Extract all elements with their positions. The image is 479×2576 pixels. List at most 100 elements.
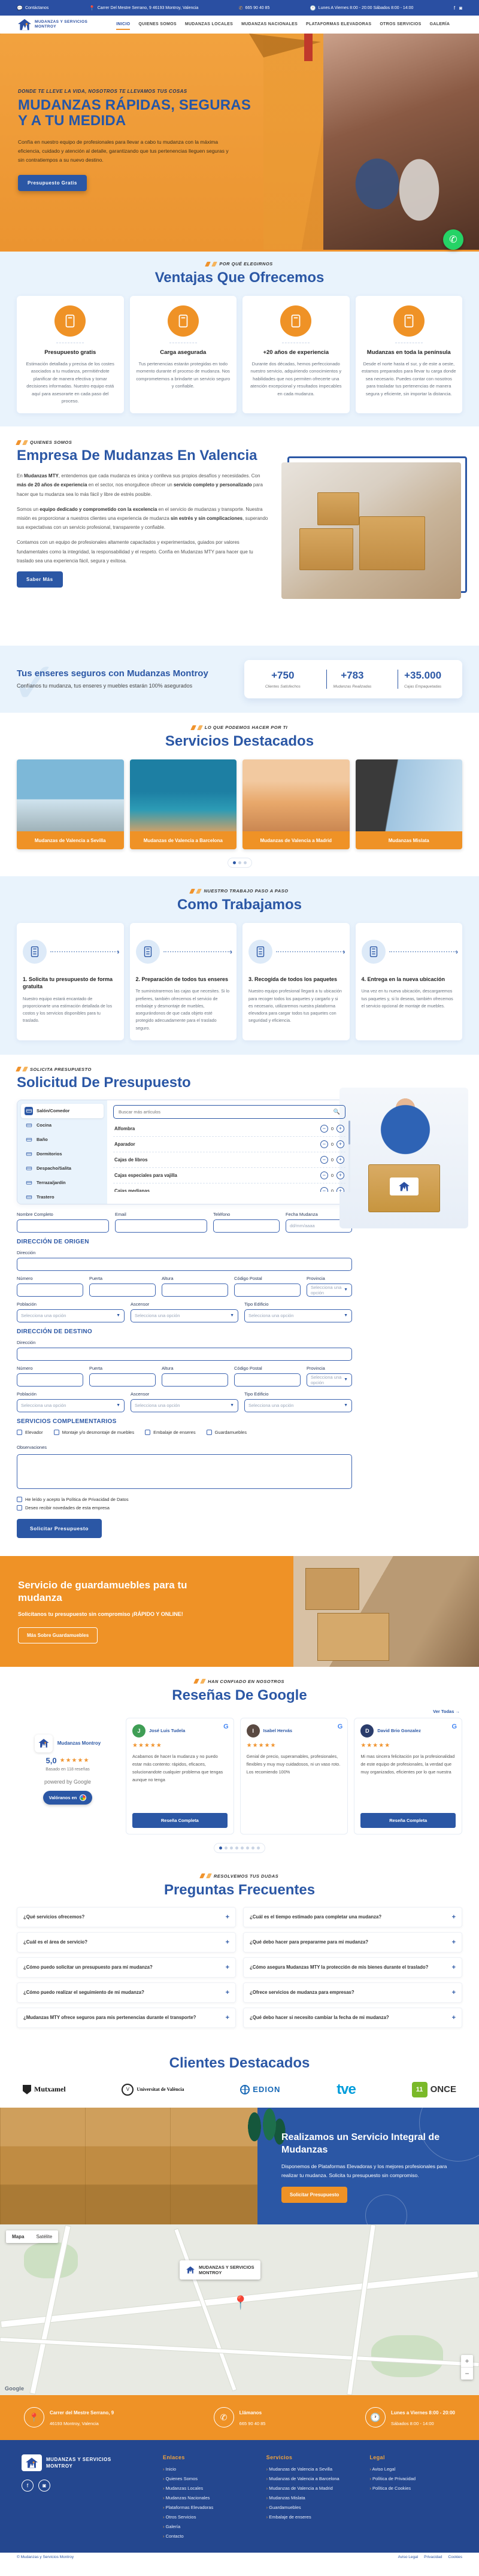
map-button[interactable]: Mapa <box>12 2233 25 2239</box>
footer-link[interactable]: Mudanzas de Valencia a Madrid <box>266 2486 354 2491</box>
plus-button[interactable]: + <box>336 1186 344 1192</box>
topbar-phone[interactable]: ✆ 665 90 40 85 <box>239 5 270 11</box>
nav-item[interactable]: GALERÍA <box>429 22 450 26</box>
category-tab[interactable]: Baño <box>21 1133 104 1147</box>
hero-cta-button[interactable]: Presupuesto Gratis <box>18 175 87 192</box>
carousel-dot[interactable] <box>241 1846 244 1849</box>
servicio-card[interactable]: Mudanzas de Valencia a Barcelona <box>129 759 237 850</box>
bottom-link[interactable]: Privacidad <box>424 2555 442 2560</box>
direccion-destino-input[interactable] <box>17 1347 352 1361</box>
topbar-contact[interactable]: 💬 Contáctanos <box>17 5 48 11</box>
minus-button[interactable]: − <box>320 1124 328 1133</box>
nav-item[interactable]: INICIO <box>116 20 131 30</box>
carousel-dot[interactable] <box>257 1846 260 1849</box>
faq-item[interactable]: ¿Qué debo hacer para prepararme para mi … <box>243 1932 462 1953</box>
carousel-dot[interactable] <box>243 861 247 865</box>
footer-link[interactable]: Plataformas Elevadoras <box>163 2505 251 2510</box>
footer-link[interactable]: Quienes Somos <box>163 2476 251 2481</box>
servicio-checkbox[interactable]: Montaje y/o desmontaje de muebles <box>53 1429 134 1435</box>
minus-button[interactable]: − <box>320 1155 328 1164</box>
provincia-origen-select[interactable]: Selecciona una opción ▼ <box>307 1283 352 1297</box>
whatsapp-float-button[interactable]: ✆ <box>443 229 463 250</box>
tipo-edificio-destino-select[interactable]: Selecciona una opción ▼ <box>244 1399 352 1412</box>
plus-button[interactable]: + <box>336 1155 344 1164</box>
privacidad-checkbox[interactable]: He leído y acepto la Política de Privaci… <box>17 1496 352 1502</box>
zoom-in-button[interactable]: + <box>461 2355 473 2368</box>
servicio-card[interactable]: Mudanzas de Valencia a Sevilla <box>17 759 124 850</box>
footer-link[interactable]: Otros Servicios <box>163 2514 251 2520</box>
footer-link[interactable]: Embalaje de enseres <box>266 2514 354 2520</box>
numero-origen-input[interactable] <box>17 1283 83 1297</box>
resena-completa-button[interactable]: Reseña Completa <box>132 1812 228 1828</box>
logo[interactable]: MUDANZAS Y SERVICIOS MONTROY <box>17 18 87 31</box>
resena-completa-button[interactable]: Reseña Completa <box>360 1812 456 1828</box>
carousel-dot[interactable] <box>232 861 236 865</box>
cp-destino-input[interactable] <box>234 1373 301 1387</box>
faq-item[interactable]: ¿Cuál es el tiempo estimado para complet… <box>243 1906 462 1927</box>
footer-link[interactable]: Política de Cookies <box>369 2486 457 2491</box>
minus-button[interactable]: − <box>320 1186 328 1192</box>
faq-item[interactable]: ¿Qué servicios ofrecemos? + <box>17 1906 236 1927</box>
altura-origen-input[interactable] <box>162 1283 228 1297</box>
carousel-dot[interactable] <box>238 861 241 865</box>
plus-button[interactable]: + <box>336 1124 344 1133</box>
faq-item[interactable]: ¿Cómo puedo realizar el seguimiento de m… <box>17 1982 236 2003</box>
faq-item[interactable]: ¿Mudanzas MTY ofrece seguros para mis pe… <box>17 2007 236 2028</box>
bottom-link[interactable]: Aviso Legal <box>398 2555 419 2560</box>
servicio-checkbox[interactable]: Guardamuebles <box>206 1429 247 1435</box>
guardamuebles-button[interactable]: Más Sobre Guardamuebles <box>18 1627 98 1643</box>
plus-button[interactable]: + <box>336 1171 344 1179</box>
instagram-icon[interactable]: ◙ <box>38 2479 50 2492</box>
footer-link[interactable]: Aviso Legal <box>369 2466 457 2472</box>
bottom-link[interactable]: Cookies <box>448 2555 462 2560</box>
ver-todas-link[interactable]: Ver Todas → <box>433 1708 460 1714</box>
category-tab[interactable]: Dormitorios <box>21 1147 104 1161</box>
telefono-input[interactable] <box>213 1219 280 1233</box>
ascensor-origen-select[interactable]: Selecciona una opción ▼ <box>131 1309 238 1322</box>
facebook-icon[interactable]: f <box>22 2479 34 2492</box>
nav-item[interactable]: QUIENES SOMOS <box>138 22 177 26</box>
numero-destino-input[interactable] <box>17 1373 83 1387</box>
map-pin-icon[interactable]: 📍 <box>232 2295 249 2310</box>
category-tab[interactable]: Salón/Comedor <box>21 1103 104 1118</box>
nav-item[interactable]: PLATAFORMAS ELEVADORAS <box>306 22 372 26</box>
carousel-dot[interactable] <box>225 1846 228 1849</box>
zoom-out-button[interactable]: − <box>465 2369 469 2378</box>
puerta-destino-input[interactable] <box>89 1373 156 1387</box>
satellite-button[interactable]: Satélite <box>36 2233 53 2239</box>
nombre-input[interactable] <box>17 1219 109 1233</box>
carousel-dot[interactable] <box>230 1846 233 1849</box>
solicitar-presupuesto-button[interactable]: Solicitar Presupuesto <box>17 1518 102 1538</box>
scrollbar[interactable] <box>348 1120 350 1192</box>
instagram-icon[interactable]: ◙ <box>459 5 462 11</box>
carousel-dot[interactable] <box>219 1846 222 1849</box>
footer-link[interactable]: Contacto <box>163 2533 251 2539</box>
footer-link[interactable]: Mudanzas Nacionales <box>163 2495 251 2501</box>
footer-logo[interactable]: MUDANZAS Y SERVICIOS MONTROY <box>22 2454 147 2471</box>
map-section[interactable]: Mapa Satélite MUDANZAS Y SERVICIOS MONTRO… <box>0 2224 479 2395</box>
poblacion-origen-select[interactable]: Selecciona una opción ▼ <box>17 1309 125 1322</box>
direccion-origen-input[interactable] <box>17 1257 352 1271</box>
servicio-card[interactable]: Mudanzas de Valencia a Madrid <box>242 759 350 850</box>
carousel-dot[interactable] <box>235 1846 238 1849</box>
map-info-card[interactable]: MUDANZAS Y SERVICIOS MONTROY <box>180 2260 260 2280</box>
observaciones-textarea[interactable] <box>17 1454 352 1489</box>
email-input[interactable] <box>115 1219 207 1233</box>
novedades-checkbox[interactable]: Deseo recibir novedades de esta empresa <box>17 1505 352 1511</box>
faq-item[interactable]: ¿Cómo puedo solicitar un presupuesto par… <box>17 1957 236 1978</box>
altura-destino-input[interactable] <box>162 1373 228 1387</box>
provincia-destino-select[interactable]: Selecciona una opción ▼ <box>307 1373 352 1387</box>
rate-us-button[interactable]: Valóranos en <box>43 1790 93 1805</box>
contact-phone[interactable]: ✆ Llámanos 665 90 40 85 <box>213 2407 265 2428</box>
search-input[interactable] <box>119 1109 334 1115</box>
cp-origen-input[interactable] <box>234 1283 301 1297</box>
category-tab[interactable]: Cocina <box>21 1118 104 1133</box>
footer-link[interactable]: Galería <box>163 2524 251 2529</box>
cta-solicitar-button[interactable]: Solicitar Presupuesto <box>281 2187 348 2203</box>
category-tab[interactable]: Terraza/jardín <box>21 1176 104 1190</box>
carousel-dot[interactable] <box>251 1846 254 1849</box>
poblacion-destino-select[interactable]: Selecciona una opción ▼ <box>17 1399 125 1412</box>
minus-button[interactable]: − <box>320 1171 328 1179</box>
nav-item[interactable]: OTROS SERVICIOS <box>380 22 422 26</box>
minus-button[interactable]: − <box>320 1140 328 1148</box>
